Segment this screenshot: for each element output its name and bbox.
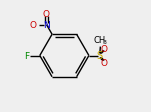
Text: O: O (101, 45, 108, 54)
Text: N: N (43, 21, 50, 30)
Text: O: O (101, 58, 108, 67)
Text: 3: 3 (103, 40, 107, 45)
Text: F: F (24, 52, 29, 60)
Text: O: O (30, 21, 37, 30)
Text: CH: CH (94, 36, 106, 44)
Text: S: S (97, 51, 103, 61)
Text: O: O (43, 10, 50, 19)
